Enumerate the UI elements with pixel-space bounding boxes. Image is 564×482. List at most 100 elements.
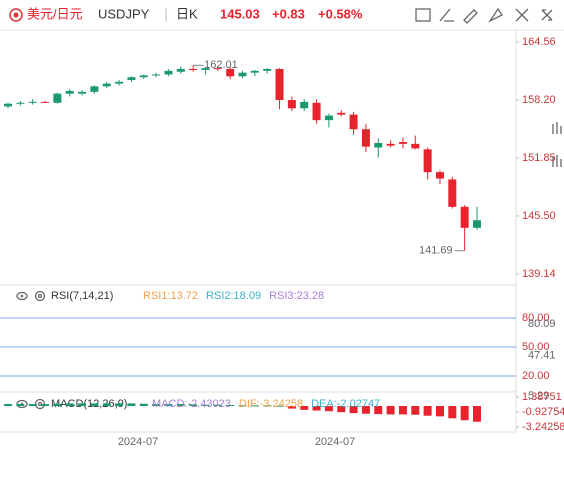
histogram-bar [139, 403, 148, 406]
histogram-bar [53, 403, 62, 406]
histogram-bar [78, 403, 87, 406]
histogram-bar [201, 404, 210, 406]
candle-body [127, 77, 136, 80]
side-button[interactable] [552, 155, 562, 167]
gear-icon[interactable] [34, 398, 46, 410]
histogram-bar [423, 406, 432, 416]
candle-body [398, 142, 407, 144]
candle-body [65, 90, 74, 94]
y-tick-label: 50.00 [522, 341, 550, 353]
candle-body [423, 149, 432, 173]
candle-body [448, 179, 457, 207]
candle-body [16, 102, 25, 104]
code: USDJPY [98, 6, 150, 21]
histogram-bar [189, 404, 198, 406]
histogram-bar [312, 406, 321, 411]
histogram-bar [337, 406, 346, 413]
high-annotation: 162.01 [204, 59, 238, 71]
histogram-bar [164, 404, 173, 406]
candle-body [4, 103, 12, 107]
candle-body [226, 69, 235, 77]
axis-marker-label: 80.09 [528, 318, 556, 330]
candle-body [152, 74, 161, 76]
y-tick-label: 145.50 [522, 210, 556, 222]
candle-body [189, 69, 198, 71]
tool-button[interactable] [488, 7, 503, 23]
legend-entry: RSI2:18.09 [206, 290, 261, 302]
macd-title: MACD(12,26,9) [51, 398, 127, 410]
side-button[interactable] [552, 122, 562, 134]
tool-button[interactable] [463, 9, 478, 24]
histogram-bar [349, 406, 358, 414]
candle-body [349, 114, 358, 130]
histogram-bar [398, 406, 407, 415]
axis-marker-label: 5.29 [528, 390, 549, 402]
candle-body [53, 93, 62, 103]
y-tick-label: 164.56 [522, 36, 556, 48]
candle-body [263, 69, 272, 71]
histogram-bar [473, 406, 481, 422]
x-tick-label: 2024-07 [315, 436, 355, 448]
candle-body [460, 206, 469, 228]
histogram-bar [41, 404, 50, 406]
histogram-bar [361, 406, 370, 414]
low-annotation: 141.69 [419, 245, 453, 257]
histogram-bar [374, 406, 383, 415]
candle-body [337, 112, 346, 115]
candle-body [213, 68, 222, 70]
change: +0.83 [272, 6, 305, 21]
candle-body [176, 69, 185, 72]
eye-icon[interactable] [16, 291, 28, 301]
candle-body [435, 172, 444, 179]
candle-body [28, 101, 37, 103]
y-tick-label: 20.00 [522, 370, 550, 382]
tool-button[interactable] [415, 8, 431, 22]
rsi-header-icons [16, 290, 46, 302]
candle-body [139, 75, 148, 78]
histogram-bar [90, 403, 99, 406]
histogram-bar [152, 404, 161, 406]
histogram-bar [127, 403, 136, 406]
histogram-bar [102, 403, 111, 406]
candle-body [90, 86, 99, 92]
tool-button[interactable] [439, 8, 454, 22]
gear-icon[interactable] [34, 290, 46, 302]
y-tick-label: -3.24258 [522, 421, 564, 433]
histogram-bar [324, 406, 333, 412]
histogram-bar [275, 405, 284, 407]
y-tick-label: 139.14 [522, 268, 556, 280]
histogram-bar [300, 406, 309, 410]
tool-button[interactable] [515, 8, 529, 22]
legend-entry: DIF:-3.24258 [239, 398, 303, 410]
candle-body [102, 83, 111, 87]
candle-body [287, 100, 296, 109]
histogram-bar [448, 406, 457, 419]
candle-body [473, 220, 481, 228]
toolbar [415, 7, 553, 24]
y-tick-label: 158.20 [522, 94, 556, 106]
candle-body [115, 81, 124, 84]
histogram-bar [411, 406, 420, 415]
histogram-bar [250, 405, 259, 407]
candle-body [386, 143, 395, 146]
histogram-bar [460, 406, 469, 421]
histogram-bar [386, 406, 395, 415]
candle-body [361, 129, 370, 147]
histogram-bar [16, 404, 25, 406]
candle-body [78, 91, 87, 94]
tool-button[interactable] [541, 9, 553, 21]
candle-body [312, 102, 321, 121]
candle-body [324, 115, 333, 121]
legend-entry: MACD:-2.43023 [152, 398, 231, 410]
legend-entry: DEA:-2.02747 [311, 398, 380, 410]
rsi-title: RSI(7,14,21) [51, 290, 113, 302]
candle-body [411, 143, 420, 149]
period[interactable]: 日K [176, 6, 198, 21]
y-tick-label: 151.85 [522, 152, 556, 164]
macd-header-icons [16, 398, 46, 410]
histogram-bar [4, 404, 12, 406]
histogram-bar [28, 404, 37, 406]
histogram-bar [263, 405, 272, 407]
histogram-bar [65, 403, 74, 406]
